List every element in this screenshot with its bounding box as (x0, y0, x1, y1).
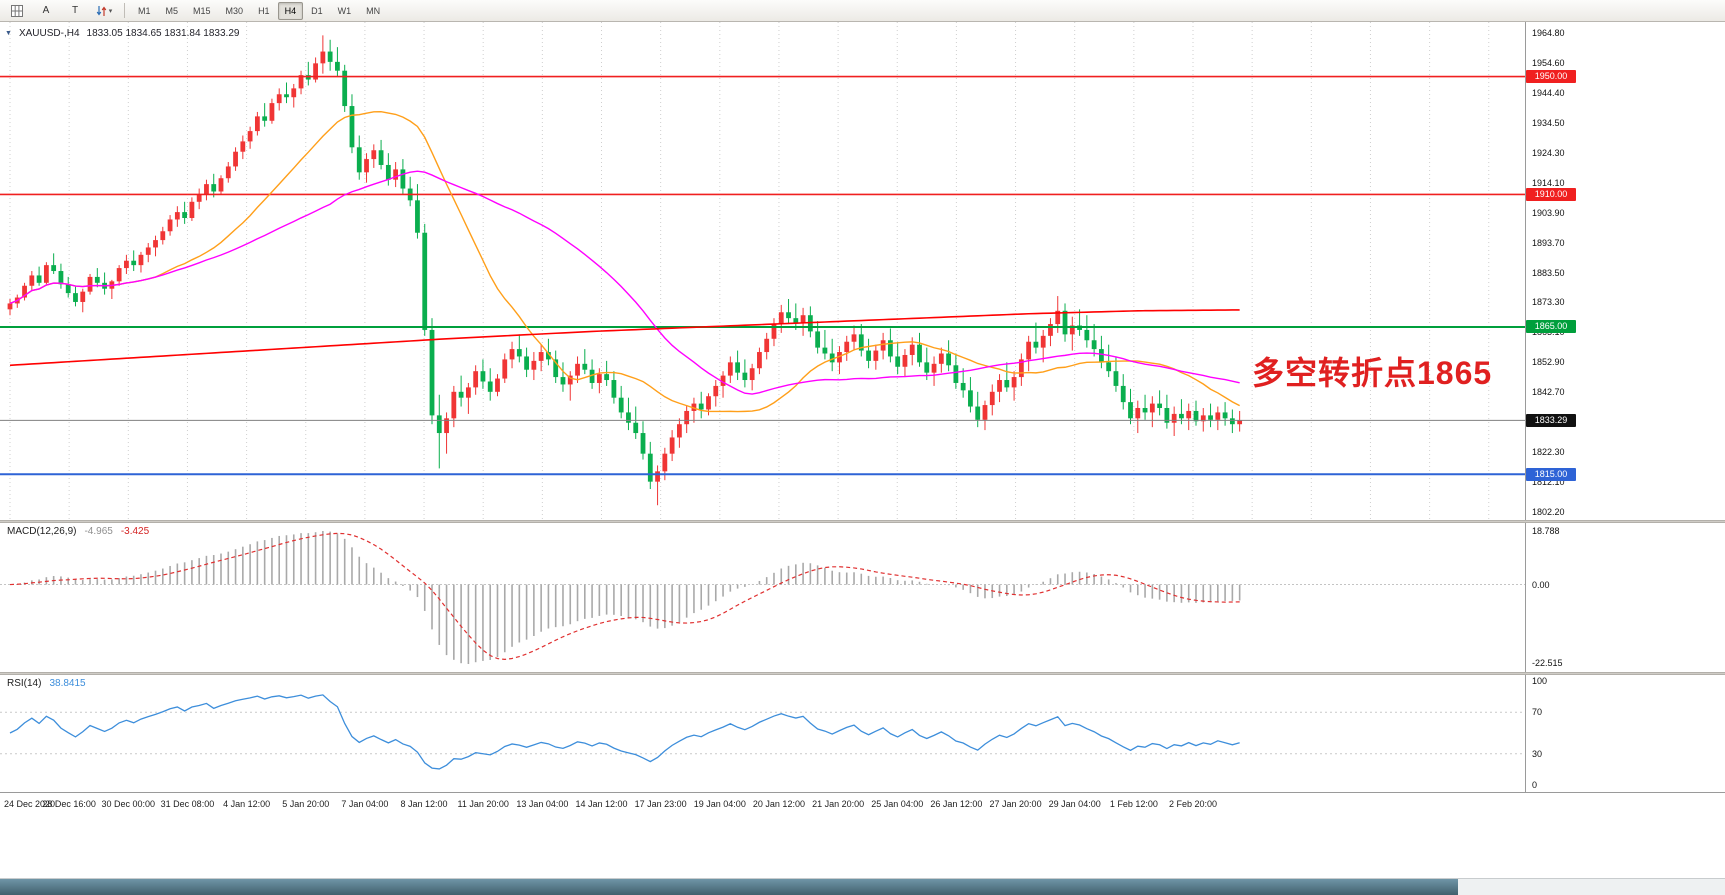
scrollbar-thumb[interactable] (0, 879, 1458, 895)
timeframe-m30-button[interactable]: M30 (225, 5, 244, 16)
time-axis-label: 19 Jan 04:00 (693, 799, 746, 809)
chart-annotation-text: 多空转折点1865 (1252, 355, 1493, 391)
rsi-axis-label: 30 (1532, 748, 1543, 759)
time-axis-label: 17 Jan 23:00 (634, 799, 687, 809)
panel-splitter-macd[interactable] (0, 520, 1725, 523)
macd-label: MACD(12,26,9) (7, 526, 77, 537)
ohlc-values: 1833.05 1834.65 1831.84 1833.29 (86, 28, 240, 39)
price-axis-label: 1964.80 (1532, 28, 1565, 38)
chart-title: ▼ XAUUSD-,H4 1833.05 1834.65 1831.84 183… (5, 28, 239, 39)
time-axis-label: 4 Jan 12:00 (223, 799, 271, 809)
timeframe-h1-button[interactable]: H1 (258, 5, 270, 16)
time-axis-label: 29 Jan 04:00 (1048, 799, 1101, 809)
time-axis-label: 14 Jan 12:00 (575, 799, 628, 809)
macd-signal-value: -3.425 (120, 526, 150, 537)
time-axis-label: 1 Feb 12:00 (1109, 799, 1158, 809)
rsi-axis-label: 0 (1532, 780, 1538, 790)
price-axis-label: 1893.70 (1532, 237, 1565, 248)
arrows-icon (96, 5, 107, 17)
axis-divider (1525, 22, 1526, 792)
time-axis-label: 2 Feb 20:00 (1168, 799, 1218, 809)
time-axis-label: 26 Jan 12:00 (930, 799, 983, 809)
price-chart-panel[interactable]: ▼ XAUUSD-,H4 1833.05 1834.65 1831.84 183… (0, 22, 1526, 520)
price-axis-label: 1934.50 (1532, 117, 1565, 128)
price-axis-label: 1903.90 (1532, 207, 1565, 218)
time-axis-label: 11 Jan 20:00 (457, 799, 509, 809)
rsi-label-row: RSI(14) 38.8415 (7, 678, 86, 689)
price-axis-label: 1852.90 (1532, 357, 1565, 368)
timeframe-m1-button[interactable]: M1 (138, 5, 151, 16)
time-axis-label: 8 Jan 12:00 (400, 799, 448, 809)
timeframe-group: M1 M5 M15 M30 H1 H4 D1 W1 MN (131, 1, 387, 20)
level-price-badge: 1865.00 (1526, 320, 1576, 334)
text-tool-button[interactable]: T (71, 5, 79, 16)
rsi-axis-label: 100 (1532, 676, 1548, 686)
time-axis-label: 25 Jan 04:00 (871, 799, 924, 809)
level-price-badge: 1910.00 (1526, 187, 1576, 201)
candlestick-chart[interactable] (0, 22, 1525, 520)
time-axis-label: 13 Jan 04:00 (516, 799, 569, 809)
price-axis-label: 1873.30 (1532, 297, 1565, 308)
price-axis-label: 1883.50 (1532, 267, 1565, 278)
macd-chart (0, 531, 1525, 664)
rsi-panel[interactable]: RSI(14) 38.8415 (0, 675, 1526, 792)
level-price-badge: 1950.00 (1526, 70, 1576, 84)
price-axis: 1964.80 1954.60 1944.40 1934.50 1924.30 1914.… (1526, 22, 1724, 812)
price-axis-label: 1924.30 (1532, 147, 1565, 158)
price-axis-label: 1842.70 (1532, 387, 1565, 398)
timeframe-mn-button[interactable]: MN (366, 5, 381, 16)
level-price-badge: 1815.00 (1526, 467, 1576, 481)
time-axis: 24 Dec 2020 28 Dec 16:00 30 Dec 00:00 31 De… (0, 792, 1725, 814)
time-axis-label: 21 Jan 20:00 (812, 799, 865, 809)
timeframe-m5-button[interactable]: M5 (165, 5, 179, 16)
rsi-value: 38.8415 (49, 678, 86, 689)
timeframe-h4-button[interactable]: H4 (277, 1, 304, 20)
symbol-timeframe-label: XAUUSD-,H4 (18, 28, 80, 39)
time-axis-label: 28 Dec 16:00 (42, 799, 96, 809)
macd-panel[interactable]: MACD(12,26,9) -4.965 -3.425 (0, 523, 1526, 672)
price-axis-label: 1914.10 (1532, 177, 1565, 188)
time-axis-label: 24 Dec 2020 (4, 799, 56, 809)
time-axis-label: 20 Jan 12:00 (752, 799, 805, 809)
price-axis-label: 1944.40 (1532, 87, 1565, 98)
macd-main-value: -4.965 (84, 526, 113, 537)
price-axis-label: 1802.20 (1532, 507, 1565, 517)
macd-axis-max: 18.788 (1532, 526, 1560, 536)
rsi-axis-label: 70 (1532, 707, 1543, 718)
time-axis-label: 7 Jan 04:00 (341, 799, 389, 809)
toolbar: A T ▾ M1 M5 M15 M30 H1 H4 D1 W1 MN (0, 0, 1725, 22)
toolbar-separator (124, 3, 125, 18)
price-axis-label: 1822.30 (1532, 447, 1565, 458)
price-axis-label: 1954.60 (1532, 57, 1565, 68)
macd-axis-zero: 0.00 (1532, 579, 1550, 590)
timeframe-w1-button[interactable]: W1 (337, 5, 352, 16)
horizontal-scrollbar[interactable] (0, 878, 1725, 895)
rsi-label: RSI(14) (7, 678, 42, 689)
symbol-dropdown-icon[interactable]: ▼ (5, 30, 12, 37)
macd-label-row: MACD(12,26,9) -4.965 -3.425 (7, 526, 149, 537)
chart-grid-icon-button[interactable] (3, 1, 31, 21)
rsi-chart (0, 694, 1525, 770)
time-axis-label: 27 Jan 20:00 (989, 799, 1042, 809)
bid-price-badge: 1833.29 (1526, 413, 1576, 427)
cursor-a-button[interactable]: A (42, 5, 50, 16)
timeframe-d1-button[interactable]: D1 (311, 5, 323, 16)
indicator-dropdown-button[interactable]: ▾ (90, 1, 118, 21)
time-axis-label: 31 Dec 08:00 (160, 799, 215, 809)
macd-axis-min: -22.515 (1532, 658, 1563, 668)
time-axis-label: 5 Jan 20:00 (282, 799, 330, 809)
chevron-down-icon: ▾ (108, 7, 113, 15)
grid-icon (11, 4, 23, 17)
time-axis-label: 30 Dec 00:00 (101, 799, 156, 809)
timeframe-m15-button[interactable]: M15 (193, 5, 211, 16)
price-axis-label: 1812.10 (1532, 477, 1565, 488)
panel-splitter-rsi[interactable] (0, 672, 1725, 675)
